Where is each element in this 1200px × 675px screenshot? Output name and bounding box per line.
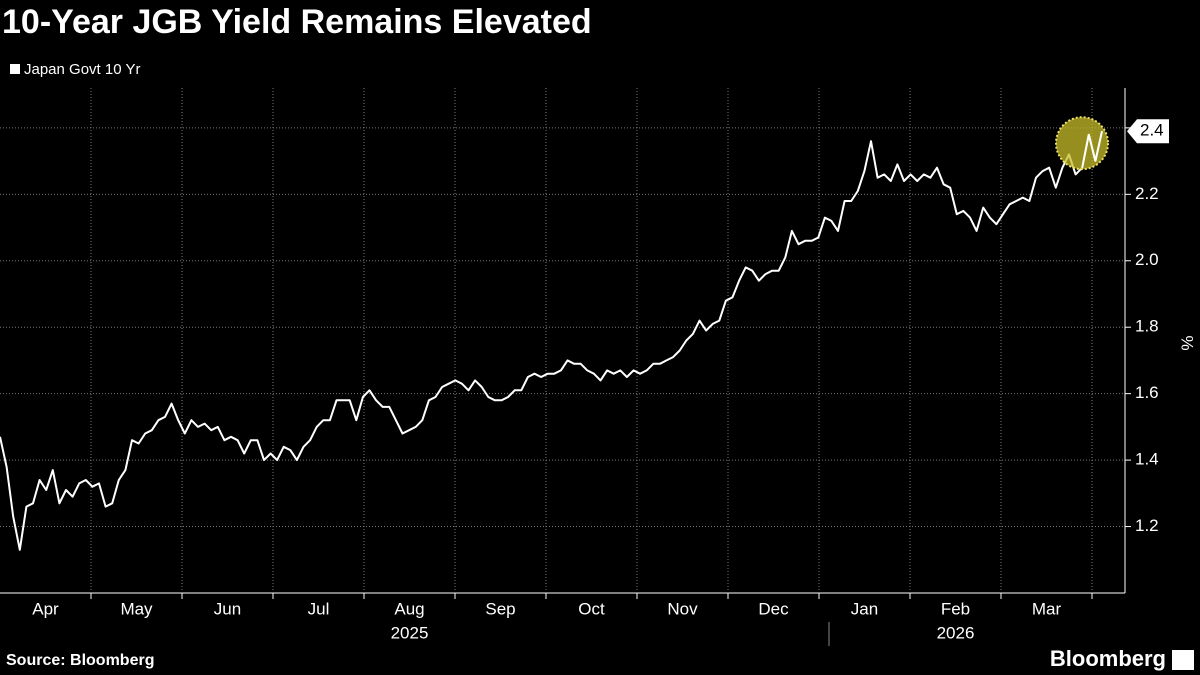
line-series-highlight bbox=[1081, 130, 1103, 168]
brand-icon bbox=[1172, 650, 1194, 670]
y-tick-label: 1.2 bbox=[1135, 516, 1159, 535]
end-label-box bbox=[1127, 119, 1169, 144]
y-axis-label: % bbox=[1178, 335, 1197, 350]
brand: Bloomberg bbox=[1050, 646, 1166, 671]
x-tick-label: Sep bbox=[485, 599, 515, 618]
x-tick-label: May bbox=[120, 599, 153, 618]
x-tick-label: Feb bbox=[941, 599, 970, 618]
end-label: 2.4 bbox=[1140, 121, 1164, 140]
x-tick-label: Aug bbox=[394, 599, 424, 618]
line-series bbox=[0, 130, 1103, 551]
x-tick-label: Jun bbox=[214, 599, 241, 618]
x-tick-label: Oct bbox=[578, 599, 605, 618]
x-tick-label: Nov bbox=[667, 599, 698, 618]
y-tick-label: 1.8 bbox=[1135, 317, 1159, 336]
y-tick-label: 2.2 bbox=[1135, 184, 1159, 203]
year-label: 2026 bbox=[937, 623, 975, 642]
y-tick-label: 1.6 bbox=[1135, 383, 1159, 402]
x-tick-label: Jan bbox=[851, 599, 878, 618]
x-tick-label: Jul bbox=[308, 599, 330, 618]
y-tick-label: 2.0 bbox=[1135, 250, 1159, 269]
y-tick-label: 1.4 bbox=[1135, 450, 1159, 469]
x-tick-label: Dec bbox=[758, 599, 789, 618]
x-tick-label: Apr bbox=[32, 599, 59, 618]
chart-title: 10-Year JGB Yield Remains Elevated bbox=[2, 3, 592, 41]
legend-swatch bbox=[10, 64, 20, 74]
x-tick-label: Mar bbox=[1032, 599, 1062, 618]
legend-label: Japan Govt 10 Yr bbox=[24, 61, 140, 78]
year-label: 2025 bbox=[391, 623, 429, 642]
source: Source: Bloomberg bbox=[6, 652, 154, 669]
